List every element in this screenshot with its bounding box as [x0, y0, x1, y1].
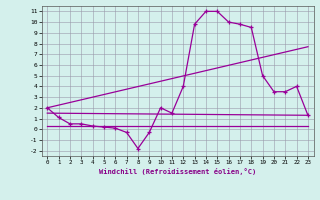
X-axis label: Windchill (Refroidissement éolien,°C): Windchill (Refroidissement éolien,°C)	[99, 168, 256, 175]
